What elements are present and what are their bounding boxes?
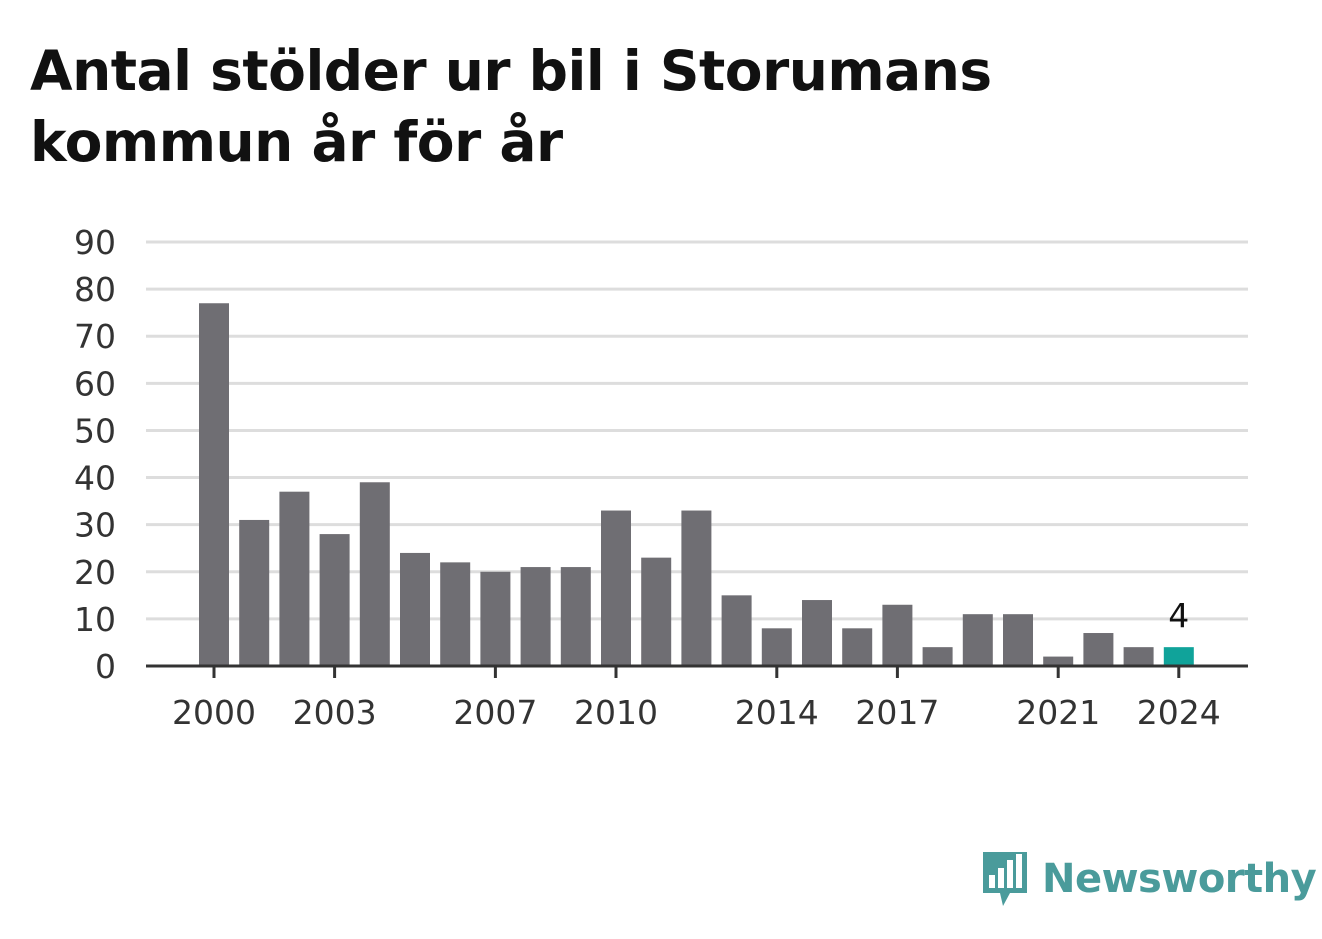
x-tick-label: 2010	[574, 693, 658, 732]
bars	[199, 303, 1194, 666]
x-tick-label: 2021	[1016, 693, 1100, 732]
x-tick-label: 2014	[735, 693, 819, 732]
bar-2003	[319, 534, 350, 666]
y-tick-label: 80	[74, 270, 116, 309]
y-tick-label: 50	[74, 411, 116, 450]
bar-2024	[1163, 647, 1194, 666]
y-tick-label: 30	[74, 506, 116, 545]
bar-2008	[520, 567, 551, 666]
x-axis: 2000 2003 2007 2010 2014 2017 2021 2024	[146, 664, 1248, 732]
x-tick-label: 2000	[172, 693, 256, 732]
bar-chart-speech-bubble-icon	[983, 852, 1027, 906]
bar-2023	[1123, 647, 1154, 666]
y-axis: 0 10 20 30 40 50 60 70 80 90	[74, 223, 116, 686]
bar-2010	[601, 510, 631, 666]
bar-2022	[1083, 633, 1114, 666]
bar-2014	[761, 628, 792, 666]
y-tick-label: 40	[74, 459, 116, 498]
bar-2019	[962, 614, 993, 666]
y-tick-label: 60	[74, 364, 116, 403]
bar-2015	[802, 600, 832, 666]
brand-name: Newsworthy	[1042, 856, 1317, 902]
data-labels: 4	[1168, 596, 1189, 635]
bar-2004	[359, 482, 390, 666]
bar-2020	[1003, 614, 1033, 666]
y-tick-label: 90	[74, 223, 116, 262]
y-tick-label: 0	[95, 647, 116, 686]
bar-2012	[681, 510, 712, 666]
bar-2000	[199, 303, 229, 666]
bar-2017	[882, 604, 913, 666]
x-tick-label: 2007	[453, 693, 537, 732]
bar-2018	[922, 647, 953, 666]
data-label: 4	[1168, 596, 1189, 635]
bar-2001	[239, 519, 270, 666]
x-tick-label: 2017	[855, 693, 939, 732]
y-tick-label: 10	[74, 600, 116, 639]
bar-2005	[400, 552, 430, 666]
chart-title: Antal stölder ur bil i Storumans kommun …	[30, 39, 992, 174]
bar-2021	[1043, 656, 1074, 666]
brand-logo: Newsworthy	[980, 848, 1317, 910]
bar-2006	[440, 562, 471, 666]
bar-2013	[721, 595, 752, 666]
x-tick-label: 2024	[1137, 693, 1221, 732]
y-tick-label: 70	[74, 317, 116, 356]
y-tick-label: 20	[74, 553, 116, 592]
bar-2007	[480, 571, 511, 666]
bar-2009	[560, 567, 591, 666]
bar-2011	[641, 557, 672, 666]
x-tick-label: 2003	[293, 693, 377, 732]
bar-2016	[842, 628, 873, 666]
bar-2002	[279, 491, 310, 666]
